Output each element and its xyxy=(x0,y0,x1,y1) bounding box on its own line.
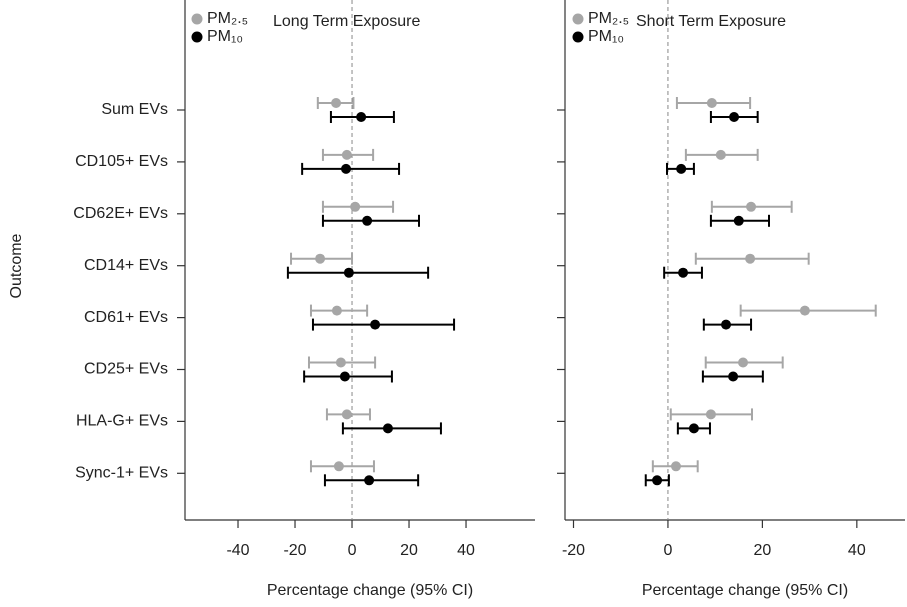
legend-marker xyxy=(572,13,584,25)
point xyxy=(370,319,381,330)
point xyxy=(315,253,326,264)
point xyxy=(678,267,689,278)
point xyxy=(733,215,744,226)
point xyxy=(382,423,393,434)
chart-title: Short Term Exposure xyxy=(636,13,786,30)
legend-marker xyxy=(191,13,203,25)
point xyxy=(333,461,344,472)
point xyxy=(343,267,354,278)
point xyxy=(715,149,726,160)
point xyxy=(738,357,749,368)
point xyxy=(676,163,687,174)
legend-label: PM₂.₅ xyxy=(588,10,629,27)
point xyxy=(688,423,699,434)
x-tick-label: 0 xyxy=(348,542,357,559)
y-tick-label: CD25+ EVs xyxy=(84,361,168,378)
point xyxy=(341,409,352,420)
point xyxy=(706,98,717,108)
point xyxy=(331,305,342,316)
y-axis-label: Outcome xyxy=(8,233,25,298)
point xyxy=(331,98,342,108)
legend-label: PM₂.₅ xyxy=(207,10,248,27)
point xyxy=(335,357,346,368)
point xyxy=(339,371,350,382)
point xyxy=(364,475,375,486)
y-tick-label: CD62E+ EVs xyxy=(73,205,168,222)
point xyxy=(746,201,757,212)
x-tick-label: 20 xyxy=(753,542,771,559)
x-tick-label: -20 xyxy=(283,542,306,559)
y-tick-label: Sync-1+ EVs xyxy=(75,465,168,482)
legend-marker xyxy=(572,31,584,43)
point xyxy=(729,112,740,122)
x-tick-label: -20 xyxy=(562,542,585,559)
point xyxy=(341,149,352,160)
legend-label: PM₁₀ xyxy=(588,28,624,45)
y-tick-label: Sum EVs xyxy=(101,101,168,118)
point xyxy=(362,215,373,226)
y-tick-label: CD14+ EVs xyxy=(84,257,168,274)
x-axis-label: Percentage change (95% CI) xyxy=(267,582,473,599)
x-tick-label: -40 xyxy=(226,542,249,559)
x-tick-label: 40 xyxy=(848,542,866,559)
y-tick-label: CD61+ EVs xyxy=(84,309,168,326)
point xyxy=(705,409,716,420)
legend-label: PM₁₀ xyxy=(207,28,243,45)
point xyxy=(721,319,732,330)
x-axis-label: Percentage change (95% CI) xyxy=(642,582,848,599)
point xyxy=(728,371,739,382)
legend-marker xyxy=(191,31,203,43)
point xyxy=(356,112,367,122)
x-tick-label: 0 xyxy=(663,542,672,559)
x-tick-label: 40 xyxy=(457,542,475,559)
point xyxy=(799,305,810,316)
y-tick-label: HLA-G+ EVs xyxy=(76,413,168,430)
chart-title: Long Term Exposure xyxy=(273,13,420,30)
point xyxy=(670,461,681,472)
point xyxy=(652,475,663,486)
point xyxy=(350,201,361,212)
x-tick-label: 20 xyxy=(400,542,418,559)
point xyxy=(745,253,756,264)
y-tick-label: CD105+ EVs xyxy=(75,153,168,170)
point xyxy=(341,163,352,174)
